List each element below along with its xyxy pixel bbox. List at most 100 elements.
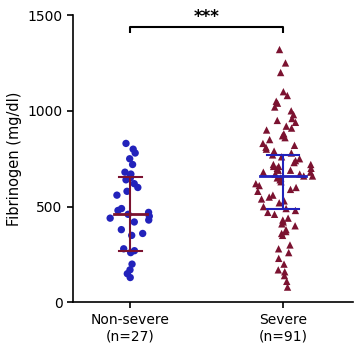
Point bbox=[253, 181, 259, 187]
Point bbox=[281, 198, 287, 204]
Point bbox=[129, 233, 135, 238]
Point bbox=[140, 231, 145, 236]
Point bbox=[264, 127, 270, 133]
Point bbox=[273, 98, 279, 104]
Point bbox=[278, 175, 284, 181]
Point bbox=[276, 256, 282, 261]
Point bbox=[278, 179, 284, 184]
Point bbox=[280, 217, 286, 223]
Point bbox=[261, 169, 266, 175]
Point bbox=[282, 135, 288, 140]
Point bbox=[283, 229, 289, 234]
Point bbox=[280, 133, 285, 139]
Y-axis label: Fibrinogen (mg/dl): Fibrinogen (mg/dl) bbox=[7, 92, 22, 226]
Point bbox=[291, 112, 296, 118]
Point bbox=[278, 70, 284, 75]
Point bbox=[292, 142, 297, 148]
Point bbox=[267, 137, 273, 142]
Point bbox=[289, 116, 295, 121]
Point bbox=[124, 189, 130, 194]
Point bbox=[123, 141, 129, 146]
Point bbox=[146, 217, 152, 223]
Point bbox=[288, 167, 293, 173]
Point bbox=[308, 169, 314, 175]
Point bbox=[297, 171, 303, 177]
Point bbox=[279, 154, 284, 160]
Point bbox=[270, 193, 276, 198]
Point bbox=[279, 221, 285, 227]
Point bbox=[270, 152, 275, 158]
Point bbox=[274, 175, 280, 181]
Point bbox=[131, 181, 137, 187]
Point bbox=[282, 273, 287, 278]
Point bbox=[146, 210, 152, 215]
Point bbox=[131, 219, 137, 225]
Point bbox=[283, 124, 289, 129]
Point bbox=[276, 200, 282, 205]
Point bbox=[288, 150, 294, 156]
Point bbox=[115, 208, 121, 213]
Point bbox=[127, 175, 133, 181]
Point bbox=[272, 171, 278, 177]
Point bbox=[276, 246, 282, 252]
Point bbox=[272, 211, 278, 217]
Point bbox=[287, 242, 293, 248]
Point bbox=[130, 162, 135, 167]
Point bbox=[121, 246, 127, 252]
Point bbox=[147, 214, 152, 219]
Point bbox=[114, 193, 120, 198]
Point bbox=[297, 156, 302, 162]
Point bbox=[264, 146, 269, 152]
Point bbox=[274, 118, 280, 123]
Point bbox=[130, 146, 136, 152]
Point bbox=[301, 173, 307, 179]
Point bbox=[131, 248, 137, 253]
Point bbox=[272, 104, 278, 110]
Point bbox=[128, 171, 134, 177]
Point bbox=[275, 100, 280, 106]
Point bbox=[135, 185, 141, 190]
Text: ***: *** bbox=[194, 8, 220, 26]
Point bbox=[293, 120, 298, 125]
Point bbox=[119, 206, 125, 211]
Point bbox=[277, 177, 283, 183]
Point bbox=[293, 158, 298, 163]
Point bbox=[293, 185, 299, 190]
Point bbox=[125, 271, 130, 277]
Point bbox=[260, 141, 266, 146]
Point bbox=[276, 47, 282, 52]
Point bbox=[280, 219, 286, 225]
Point bbox=[291, 160, 297, 166]
Point bbox=[129, 261, 135, 267]
Point bbox=[286, 250, 292, 255]
Point bbox=[289, 125, 294, 131]
Point bbox=[271, 148, 277, 154]
Point bbox=[281, 131, 287, 136]
Point bbox=[276, 163, 282, 169]
Point bbox=[271, 163, 276, 169]
Point bbox=[127, 275, 133, 280]
Point bbox=[255, 189, 261, 194]
Point bbox=[128, 250, 134, 255]
Point bbox=[288, 187, 293, 192]
Point bbox=[292, 223, 298, 229]
Point bbox=[127, 267, 133, 273]
Point bbox=[281, 261, 287, 267]
Point bbox=[263, 145, 269, 150]
Point bbox=[123, 177, 129, 183]
Point bbox=[283, 206, 289, 211]
Point bbox=[270, 162, 276, 167]
Point bbox=[256, 183, 262, 188]
Point bbox=[118, 227, 124, 232]
Point bbox=[280, 233, 285, 238]
Point bbox=[310, 173, 315, 179]
Point bbox=[261, 204, 266, 209]
Point bbox=[284, 279, 290, 284]
Point bbox=[288, 108, 294, 114]
Point bbox=[125, 211, 131, 217]
Point bbox=[265, 210, 271, 215]
Point bbox=[308, 162, 314, 167]
Point bbox=[280, 89, 286, 95]
Point bbox=[122, 169, 128, 175]
Point bbox=[282, 269, 288, 275]
